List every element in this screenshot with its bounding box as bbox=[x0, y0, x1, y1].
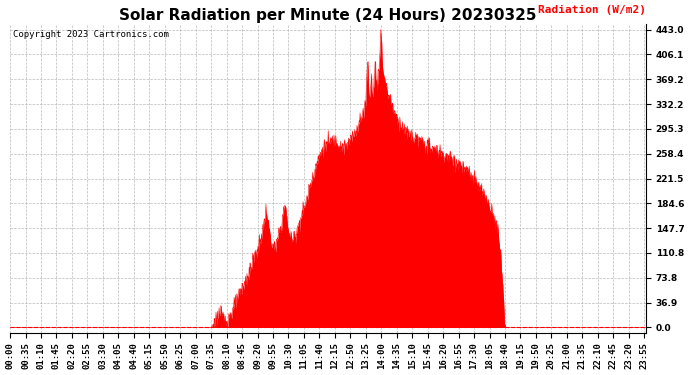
Text: Radiation (W/m2): Radiation (W/m2) bbox=[538, 5, 646, 15]
Title: Solar Radiation per Minute (24 Hours) 20230325: Solar Radiation per Minute (24 Hours) 20… bbox=[119, 8, 537, 23]
Text: Copyright 2023 Cartronics.com: Copyright 2023 Cartronics.com bbox=[13, 30, 169, 39]
